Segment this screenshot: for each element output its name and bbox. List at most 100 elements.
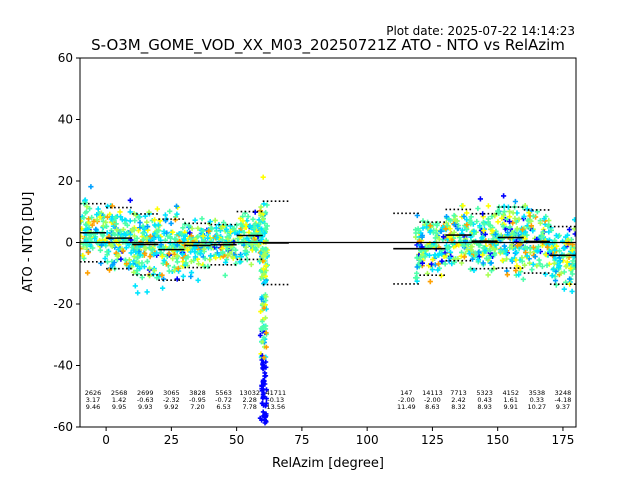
scatter-point <box>133 259 139 265</box>
scatter-point <box>439 258 445 264</box>
scatter-point <box>263 418 269 424</box>
scatter-point <box>495 209 501 216</box>
y-tick-label: 60 <box>58 51 73 65</box>
scatter-point <box>433 243 439 249</box>
scatter-point <box>80 226 85 232</box>
scatter-point <box>80 246 83 252</box>
scatter-point <box>569 271 575 277</box>
x-tick-label: 150 <box>486 433 509 447</box>
scatter-point <box>429 267 435 273</box>
scatter-point <box>419 232 425 239</box>
bin-std-label: 9.37 <box>556 403 570 411</box>
scatter-point <box>127 218 133 224</box>
scatter-point <box>561 286 567 292</box>
scatter-point <box>187 230 193 236</box>
scatter-point <box>547 249 553 255</box>
scatter-point <box>464 210 470 216</box>
scatter-point <box>554 243 560 249</box>
scatter-point <box>134 235 140 241</box>
scatter-point <box>259 319 265 324</box>
scatter-point <box>262 373 268 379</box>
bin-std-label: 7.78 <box>242 403 256 411</box>
scatter-point <box>545 223 551 229</box>
scatter-point <box>258 213 263 218</box>
scatter-point <box>430 230 437 236</box>
scatter-point <box>183 260 189 266</box>
bin-std-label: 6.53 <box>216 403 230 411</box>
scatter-point <box>240 237 247 243</box>
y-tick-label: 0 <box>65 236 73 250</box>
scatter-point <box>229 254 235 260</box>
scatter-point <box>472 250 478 256</box>
scatter-point <box>118 256 124 262</box>
scatter-point <box>451 229 457 235</box>
scatter-point <box>427 223 433 229</box>
scatter-point <box>212 217 218 223</box>
scatter-point <box>420 218 426 224</box>
scatter-point <box>261 201 267 207</box>
scatter-point <box>195 234 201 240</box>
scatter-point <box>129 264 135 270</box>
scatter-point <box>261 355 267 360</box>
scatter-point <box>505 229 511 236</box>
scatter-point <box>522 244 528 250</box>
scatter-point <box>435 267 441 273</box>
scatter-point <box>243 221 249 228</box>
scatter-point <box>88 184 94 190</box>
scatter-point <box>502 246 508 252</box>
scatter-point <box>257 333 263 338</box>
scatter-point <box>260 409 266 415</box>
scatter-point <box>430 257 436 263</box>
scatter-point <box>131 269 137 275</box>
scatter-point <box>499 257 506 263</box>
scatter-point <box>262 230 268 236</box>
scatter-point <box>104 223 110 229</box>
scatter-point <box>144 219 150 225</box>
scatter-point <box>158 249 164 256</box>
scatter-point <box>199 216 205 222</box>
scatter-point <box>260 362 266 368</box>
scatter-point <box>227 223 233 229</box>
scatter-point <box>563 263 569 270</box>
scatter-point <box>192 217 198 223</box>
scatter-point <box>567 276 573 282</box>
scatter-point <box>556 258 562 264</box>
scatter-point <box>566 227 573 233</box>
scatter-point <box>160 285 166 291</box>
scatter-point <box>84 204 90 210</box>
scatter-point <box>205 235 211 241</box>
scatter-point <box>527 260 533 266</box>
scatter-point <box>475 257 481 263</box>
scatter-point <box>141 264 147 270</box>
scatter-point <box>127 197 133 203</box>
bin-count-label: 5563 <box>215 389 232 397</box>
scatter-point <box>135 228 142 234</box>
scatter-point <box>485 216 491 222</box>
bin-std-label: 8.32 <box>451 403 465 411</box>
scatter-point <box>443 220 449 226</box>
scatter-point <box>514 250 520 256</box>
scatter-point <box>489 213 495 220</box>
scatter-point <box>480 252 486 258</box>
scatter-point <box>174 253 180 259</box>
scatter-point <box>263 298 269 303</box>
scatter-point <box>117 209 123 215</box>
scatter-point <box>481 221 487 227</box>
bin-mean-label: 0.33 <box>530 396 544 404</box>
scatter-point <box>556 248 563 254</box>
scatter-point <box>120 248 126 254</box>
scatter-point <box>214 235 220 241</box>
scatter-point <box>414 264 420 270</box>
bin-std-label: 10.27 <box>528 403 547 411</box>
scatter-point <box>261 271 267 277</box>
scatter-point <box>475 205 481 212</box>
x-tick-label: 100 <box>356 433 379 447</box>
scatter-point <box>442 250 448 256</box>
scatter-point <box>151 268 157 274</box>
scatter-point <box>524 206 530 212</box>
scatter-point <box>86 216 92 222</box>
scatter-point <box>469 244 475 250</box>
scatter-point <box>140 230 146 236</box>
scatter-point <box>127 209 133 215</box>
scatter-point <box>147 273 153 279</box>
